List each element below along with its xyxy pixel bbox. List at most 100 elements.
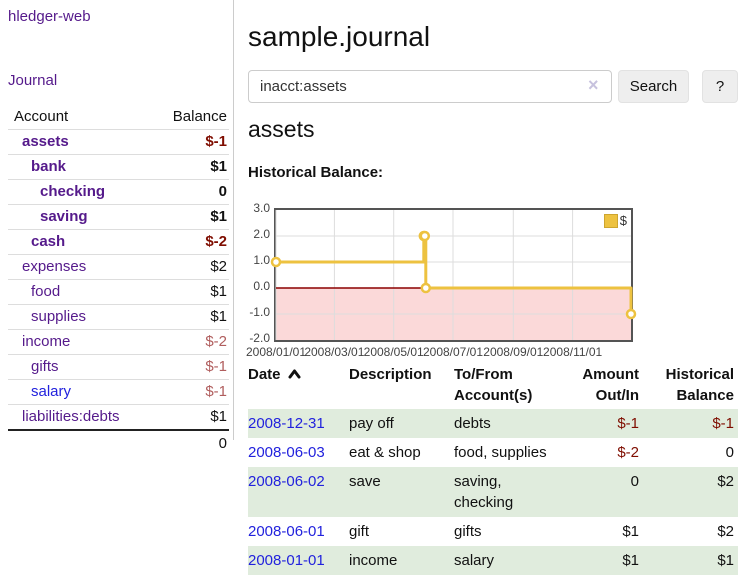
- txn-accounts: salary: [454, 552, 495, 569]
- sort-asc-icon: [288, 369, 301, 379]
- app-title-link[interactable]: hledger-web: [8, 8, 91, 25]
- account-balance: $1: [210, 308, 227, 325]
- transaction-row: 2008-06-03 eat & shop food, supplies $-2 0: [248, 438, 738, 467]
- sidebar-account-link[interactable]: food: [31, 283, 61, 300]
- legend-swatch-icon: [603, 213, 618, 228]
- sidebar-account-link[interactable]: bank: [31, 158, 67, 175]
- txn-balance: 0: [725, 444, 734, 461]
- txn-date-cell: 2008-06-01: [248, 517, 345, 546]
- x-axis-tick-label: 2008/07/01: [422, 345, 484, 359]
- account-balance: $1: [210, 283, 227, 300]
- sidebar-account-link[interactable]: cash: [31, 233, 66, 250]
- account-balance: $2: [210, 258, 227, 275]
- x-axis-tick-label: 2008/05/01: [363, 345, 424, 359]
- chart-plot-area[interactable]: $: [270, 208, 637, 342]
- txn-description: income: [349, 552, 398, 569]
- account-balance: 0: [218, 183, 227, 200]
- account-row: bank $1: [8, 155, 229, 180]
- txn-date-link[interactable]: 2008-06-02: [248, 473, 325, 490]
- transaction-row: 2008-06-02 save saving, checking 0 $2: [248, 467, 738, 517]
- x-axis-tick-label: 2008/03/01: [304, 345, 365, 359]
- x-axis-tick-label: 2008/11/01: [543, 345, 603, 359]
- sidebar-account-link[interactable]: liabilities:debts: [22, 408, 120, 425]
- column-header-historical: Historical Balance: [665, 366, 734, 404]
- sidebar-account-link[interactable]: saving: [40, 208, 88, 225]
- txn-accounts: saving, checking: [454, 473, 514, 511]
- transaction-row: 2008-01-01 income salary $1 $1: [248, 546, 738, 575]
- txn-date-link[interactable]: 2008-06-03: [248, 444, 325, 461]
- account-row: income $-2: [8, 330, 229, 355]
- sidebar-divider: [233, 0, 234, 440]
- column-header-amount: Amount Out/In: [582, 366, 639, 404]
- search-input[interactable]: [248, 70, 612, 103]
- search-button[interactable]: Search: [618, 70, 689, 103]
- transactions-header-row: Date Description To/From Account(s) Amount O…: [248, 361, 738, 409]
- txn-date-cell: 2008-01-01: [248, 546, 345, 575]
- account-balance: $1: [210, 158, 227, 175]
- account-balance: $-1: [205, 133, 227, 150]
- txn-balance: $2: [717, 473, 734, 490]
- balance-chart: 3.0 2.0 1.0 0.0 -1.0 -2.0 $ 2008/01/01 2008/03…: [245, 198, 742, 362]
- account-balance: $-2: [205, 233, 227, 250]
- y-axis-tick-label: 2.0: [253, 227, 270, 241]
- sidebar-account-link[interactable]: supplies: [31, 308, 87, 325]
- txn-accounts: food, supplies: [454, 444, 547, 461]
- legend-label: $: [619, 213, 627, 228]
- account-row: checking 0: [8, 180, 229, 205]
- account-row: expenses $2: [8, 255, 229, 280]
- txn-balance: $-1: [712, 415, 734, 432]
- clear-search-icon[interactable]: ×: [588, 75, 599, 95]
- accounts-table-body: assets $-1 bank $1 checking 0 saving $1 cash $-2 e…: [8, 130, 229, 431]
- account-row: supplies $1: [8, 305, 229, 330]
- txn-date-cell: 2008-06-03: [248, 438, 345, 467]
- column-header-date[interactable]: Date: [248, 361, 345, 409]
- chart-legend: $: [603, 213, 627, 228]
- sidebar-item-journal[interactable]: Journal: [8, 72, 58, 89]
- account-row: salary $-1: [8, 380, 229, 405]
- sidebar-account-link[interactable]: salary: [31, 383, 72, 400]
- account-row: gifts $-1: [8, 355, 229, 380]
- txn-date-cell: 2008-06-02: [248, 467, 345, 517]
- sidebar-account-link[interactable]: expenses: [22, 258, 87, 275]
- txn-date-link[interactable]: 2008-06-01: [248, 523, 325, 540]
- y-axis-tick-label: -2.0: [249, 331, 270, 345]
- y-axis-tick-label: 0.0: [253, 279, 270, 293]
- txn-amount: 0: [630, 473, 639, 490]
- sidebar-account-link[interactable]: assets: [22, 133, 69, 150]
- txn-amount: $1: [622, 523, 639, 540]
- help-button[interactable]: ?: [702, 70, 738, 103]
- account-balance: $-2: [205, 333, 227, 350]
- account-row: liabilities:debts $1: [8, 405, 229, 431]
- txn-date-link[interactable]: 2008-12-31: [248, 415, 325, 432]
- transaction-row: 2008-06-01 gift gifts $1 $2: [248, 517, 738, 546]
- sidebar: hledger-web Journal Account Balance asse…: [8, 8, 232, 452]
- sidebar-account-link[interactable]: gifts: [31, 358, 59, 375]
- txn-amount: $-2: [617, 444, 639, 461]
- account-row: food $1: [8, 280, 229, 305]
- x-axis-tick-label: 2008/01/01: [245, 345, 307, 359]
- account-balance: $-1: [205, 358, 227, 375]
- sidebar-account-link[interactable]: checking: [40, 183, 106, 200]
- account-balance: $-1: [205, 383, 227, 400]
- txn-balance: $1: [717, 552, 734, 569]
- transaction-row: 2008-12-31 pay off debts $-1 $-1: [248, 409, 738, 438]
- y-axis-tick-label: 1.0: [253, 253, 270, 267]
- accounts-total-row: 0: [8, 431, 229, 456]
- txn-accounts: gifts: [454, 523, 482, 540]
- txn-description: save: [349, 473, 381, 490]
- txn-date-link[interactable]: 2008-01-01: [248, 552, 325, 569]
- account-balance: $1: [210, 208, 227, 225]
- account-heading: assets: [248, 116, 315, 142]
- accounts-total-value: 0: [218, 435, 227, 452]
- txn-accounts: debts: [454, 415, 491, 432]
- search-form: × Search ?: [248, 70, 738, 103]
- x-axis-tick-label: 2008/09/01: [483, 345, 544, 359]
- accounts-column-header: Account: [14, 108, 69, 125]
- txn-amount: $1: [622, 552, 639, 569]
- account-row: saving $1: [8, 205, 229, 230]
- account-row: cash $-2: [8, 230, 229, 255]
- txn-amount: $-1: [617, 415, 639, 432]
- column-header-to-from: To/From Account(s): [454, 366, 533, 404]
- txn-description: pay off: [349, 415, 394, 432]
- sidebar-account-link[interactable]: income: [22, 333, 71, 350]
